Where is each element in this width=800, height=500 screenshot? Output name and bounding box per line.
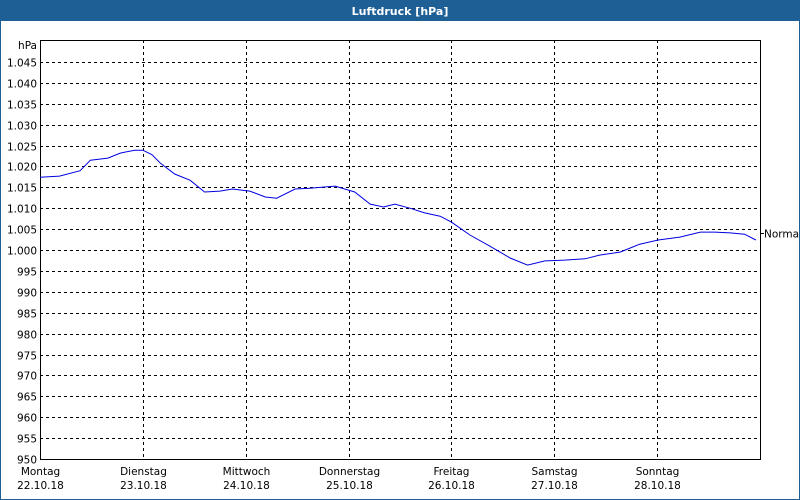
x-tick-day: Donnerstag: [319, 466, 380, 478]
y-tick-label: 1.020: [7, 162, 37, 174]
y-tick-label: 995: [17, 267, 37, 279]
x-tick-day: Samstag: [531, 466, 577, 478]
y-tick-label: 1.000: [7, 246, 37, 258]
y-tick-label: 1.030: [7, 121, 37, 133]
x-tick-date: 28.10.18: [634, 480, 681, 492]
y-tick-label: 1.015: [7, 183, 37, 195]
x-tick-date: 26.10.18: [428, 480, 475, 492]
x-tick-date: 22.10.18: [17, 480, 64, 492]
y-tick-label: 960: [17, 413, 37, 425]
y-tick-label: 990: [17, 288, 37, 300]
y-tick-label: 970: [17, 371, 37, 383]
x-tick-day: Sonntag: [636, 466, 680, 478]
reference-label: Normal: [764, 229, 800, 241]
y-tick-label: 950: [17, 455, 37, 467]
series-line: [39, 149, 757, 266]
y-tick-label: 1.010: [7, 204, 37, 216]
window-title: Luftdruck [hPa]: [1, 1, 799, 21]
y-tick-label: 1.040: [7, 79, 37, 91]
y-tick-label: 1.025: [7, 142, 37, 154]
y-tick-label: 1.045: [7, 58, 37, 70]
x-tick-day: Montag: [21, 466, 60, 478]
y-tick-label: 1.035: [7, 100, 37, 112]
x-tick-date: 24.10.18: [223, 480, 270, 492]
y-tick-label: 1.005: [7, 225, 37, 237]
y-tick-label: 965: [17, 392, 37, 404]
y-tick-label: 975: [17, 351, 37, 363]
x-tick-day: Dienstag: [120, 466, 167, 478]
y-tick-label: 955: [17, 434, 37, 446]
x-tick-date: 23.10.18: [120, 480, 167, 492]
x-tick-date: 25.10.18: [326, 480, 373, 492]
x-tick-day: Mittwoch: [223, 466, 271, 478]
plot-frame: [40, 40, 761, 460]
y-axis-label: hPa: [18, 40, 37, 52]
y-tick-label: 985: [17, 309, 37, 321]
x-tick-date: 27.10.18: [531, 480, 578, 492]
x-tick-day: Freitag: [434, 466, 470, 478]
y-tick-label: 980: [17, 330, 37, 342]
